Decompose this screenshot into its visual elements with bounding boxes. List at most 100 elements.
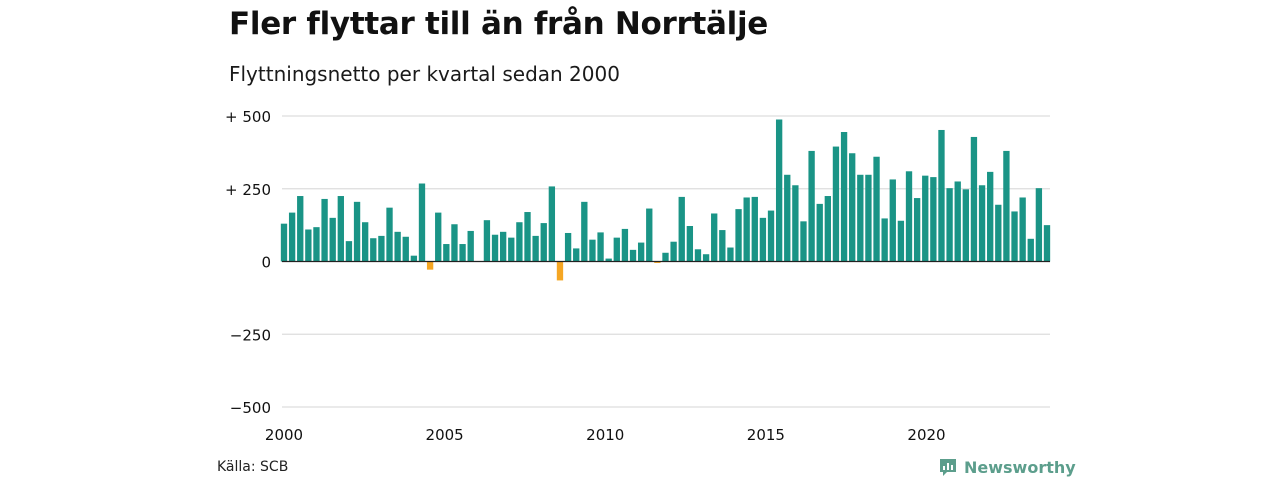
- bar: 2000 Q2: 168: [288, 212, 296, 262]
- bar: 2009 Q2: 205: [581, 201, 588, 262]
- x-tick-label: 2005: [426, 426, 464, 444]
- bar: 2017 Q1: 395: [832, 146, 840, 262]
- bars: 2000 Q1: 1302000 Q2: 1682000 Q3: 2252000…: [280, 119, 1051, 281]
- bar: 2017 Q3: 372: [849, 153, 856, 262]
- bar: 2015 Q1: 175: [767, 210, 775, 262]
- bar: 2004 Q2: 268: [418, 183, 426, 262]
- chart-subtitle: Flyttningsnetto per kvartal sedan 2000: [229, 62, 620, 86]
- bar: 2020 Q4: 275: [954, 181, 961, 262]
- bar: 2019 Q2: 310: [905, 171, 913, 262]
- bar: 2020 Q1: 290: [930, 177, 937, 262]
- bar: 2007 Q4: 88: [532, 235, 539, 262]
- bar: 2023 Q1: 78: [1027, 238, 1034, 262]
- bar: 2022 Q2: 380: [1003, 150, 1010, 262]
- bar: 2005 Q4: 105: [467, 230, 474, 262]
- bar: 2010 Q1: 10: [605, 258, 612, 262]
- y-tick-label: + 250: [225, 181, 271, 199]
- bar: 2013 Q2: 165: [711, 213, 718, 262]
- bar: 2002 Q3: 135: [362, 222, 369, 262]
- bar: 2013 Q4: 48: [727, 247, 734, 262]
- bar: 2017 Q4: 298: [857, 174, 864, 262]
- bar: 2005 Q2: 128: [451, 224, 458, 262]
- bar: 2008 Q3: -65: [556, 261, 564, 281]
- bar: 2001 Q2: 215: [321, 198, 328, 262]
- bar: 2009 Q3: 75: [589, 239, 596, 262]
- bar: 2001 Q3: 150: [329, 217, 336, 262]
- bar: 2000 Q1: 130: [280, 223, 288, 262]
- bar: 2007 Q1: 82: [508, 237, 515, 262]
- bar: 2004 Q3: -28: [426, 261, 434, 270]
- bar: 2009 Q4: 100: [597, 232, 604, 262]
- bar: 2013 Q3: 108: [719, 230, 726, 262]
- bar: 2013 Q1: 25: [702, 254, 710, 262]
- bar: 2018 Q3: 148: [881, 218, 888, 262]
- y-tick-label: −500: [230, 399, 271, 417]
- bar: 2011 Q1: 65: [637, 242, 645, 262]
- source-note: Källa: SCB: [217, 459, 289, 475]
- bar: 2021 Q2: 428: [970, 136, 978, 262]
- bar: 2016 Q1: 138: [800, 221, 807, 262]
- bar: 2012 Q2: 222: [678, 196, 685, 262]
- bar: 2012 Q1: 68: [670, 241, 677, 262]
- bar: 2018 Q1: 298: [865, 174, 872, 262]
- brand-name: Newsworthy: [964, 457, 1076, 477]
- bar: 2023 Q2: 252: [1035, 188, 1043, 262]
- newsworthy-logo[interactable]: Newsworthy: [938, 456, 1076, 478]
- y-tick-label: + 500: [225, 108, 271, 126]
- bar: 2021 Q3: 262: [978, 185, 986, 262]
- bar: 2021 Q1: 248: [962, 189, 969, 262]
- bar: 2002 Q2: 205: [353, 201, 361, 262]
- newsworthy-chart-icon: [940, 459, 956, 476]
- bar: 2003 Q4: 85: [402, 236, 409, 262]
- bar: 2010 Q2: 82: [613, 237, 620, 262]
- bar: 2012 Q3: 122: [686, 226, 694, 262]
- bar: 2005 Q3: 60: [459, 244, 466, 262]
- bar: 2016 Q3: 198: [816, 203, 823, 262]
- bar: 2023 Q3: 125: [1043, 225, 1051, 262]
- bar: 2006 Q4: 102: [499, 231, 507, 262]
- y-tick-label: −250: [230, 326, 271, 344]
- bar: 2011 Q2: 182: [646, 208, 653, 262]
- bar: 2015 Q4: 262: [792, 185, 799, 262]
- bar: 2011 Q3: -5: [654, 261, 661, 263]
- x-tick-label: 2000: [265, 426, 303, 444]
- bar: 2007 Q3: 170: [524, 212, 531, 262]
- bar: 2002 Q1: 70: [345, 241, 353, 262]
- bar: 2022 Q1: 195: [995, 204, 1002, 262]
- bar: 2019 Q4: 295: [922, 175, 929, 262]
- bar: 2008 Q1: 132: [540, 223, 547, 262]
- bar: 2010 Q3: 112: [621, 228, 629, 262]
- bar: 2018 Q4: 282: [889, 179, 896, 262]
- bar: 2014 Q2: 220: [743, 197, 750, 262]
- x-tick-label: 2010: [586, 426, 624, 444]
- y-tick-label: 0: [261, 254, 271, 272]
- bar: 2009 Q1: 45: [573, 248, 580, 262]
- bar: 2014 Q1: 180: [735, 209, 742, 262]
- bar: 2014 Q3: 222: [751, 196, 758, 262]
- bar: 2004 Q4: 168: [435, 212, 442, 262]
- bar: 2003 Q1: 88: [378, 235, 385, 262]
- bar: 2008 Q2: 258: [548, 186, 556, 262]
- bar: 2003 Q2: 185: [386, 207, 393, 262]
- bar: 2007 Q2: 135: [516, 222, 523, 262]
- bar: 2000 Q4: 110: [305, 229, 312, 262]
- bar: 2020 Q3: 252: [946, 188, 953, 262]
- bar: 2016 Q4: 225: [824, 196, 831, 262]
- bar: 2018 Q2: 360: [873, 156, 880, 262]
- bar: 2019 Q1: 140: [897, 220, 905, 262]
- bar: 2019 Q3: 218: [913, 198, 921, 262]
- bar: 2006 Q2: 142: [483, 220, 491, 262]
- bar: 2022 Q4: 220: [1019, 197, 1026, 262]
- bar: 2010 Q4: 40: [629, 249, 637, 262]
- bar: 2006 Q3: 92: [491, 234, 499, 262]
- bar: 2020 Q2: 452: [938, 129, 945, 262]
- bar: 2011 Q4: 30: [662, 252, 669, 262]
- bar: 2001 Q4: 225: [337, 196, 344, 262]
- bar: 2014 Q4: 150: [759, 217, 767, 262]
- bar: 2017 Q2: 445: [840, 132, 848, 262]
- bar: 2022 Q3: 172: [1011, 211, 1018, 262]
- y-axis-ticks: + 500 + 250 0 −250 −500: [225, 108, 271, 417]
- bar: 2002 Q4: 80: [370, 238, 377, 262]
- x-tick-label: 2015: [747, 426, 785, 444]
